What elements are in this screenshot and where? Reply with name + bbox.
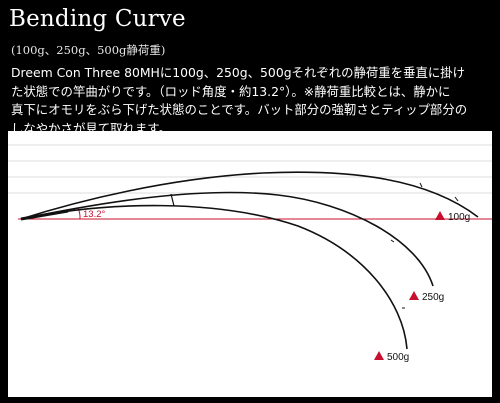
load-marker-500g: 500g <box>374 351 409 363</box>
rod-butt <box>20 209 69 221</box>
grid <box>8 144 492 194</box>
rod-curve-500g <box>20 204 408 350</box>
rod-curves <box>20 171 479 350</box>
load-label: 250g <box>422 292 444 303</box>
load-marker-250g: 250g <box>409 291 444 303</box>
description-line: 真下にオモリをぶら下げた状態のことです。バット部分の強靭さとティップ部分の <box>11 102 468 117</box>
guide-mark <box>416 258 421 262</box>
description-line: た状態での竿曲がりです。（ロッド角度・約13.2°）。※静荷重比較とは、静かに <box>11 83 451 99</box>
weight-triangle-icon <box>374 351 384 360</box>
bending-curve-panel: 13.2° 100g 250g <box>8 131 492 397</box>
description-line: Dreem Con Three 80MHに100g、250g、500gそれぞれの… <box>11 65 466 80</box>
load-label: 100g <box>448 212 470 223</box>
guide-mark <box>454 196 459 202</box>
description: Dreem Con Three 80MHに100g、250g、500gそれぞれの… <box>11 64 495 138</box>
rod-curve-100g <box>20 171 479 220</box>
guide-mark <box>170 193 175 207</box>
guide-marks <box>170 182 459 309</box>
rod-curve-250g <box>20 191 434 287</box>
guide-mark <box>390 239 395 243</box>
load-label: 500g <box>387 352 409 363</box>
angle-label: 13.2° <box>83 209 105 220</box>
bending-curve-diagram: 13.2° 100g 250g <box>8 144 492 363</box>
weight-triangle-icon <box>435 211 445 220</box>
load-marker-100g: 100g <box>435 211 470 223</box>
weight-triangle-icon <box>409 291 419 300</box>
page-subtitle: (100g、250g、500g静荷重) <box>11 43 166 57</box>
page-title: Bending Curve <box>9 6 186 32</box>
guide-mark <box>419 182 423 188</box>
